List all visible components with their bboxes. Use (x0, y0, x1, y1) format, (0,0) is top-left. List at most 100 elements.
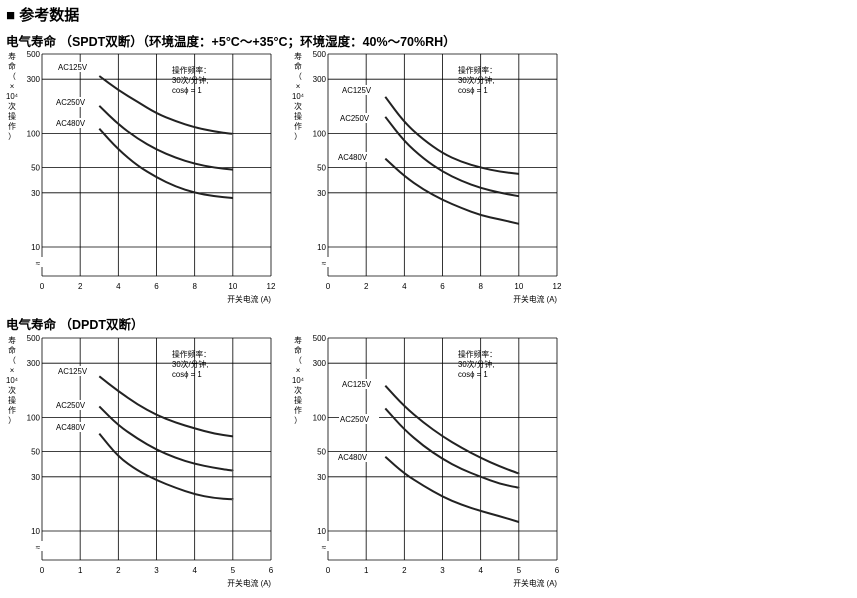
x-axis-label: 开关电流 (A) (227, 294, 271, 304)
annotation-line: cosϕ = 1 (172, 86, 202, 95)
annotation-line: 30次/分钟, (458, 75, 494, 85)
y-tick-label: 30 (31, 189, 40, 198)
x-axis-label: 开关电流 (A) (513, 294, 557, 304)
y-tick-label: 300 (313, 359, 327, 368)
x-tick-label: 12 (267, 282, 276, 291)
x-tick-label: 0 (40, 566, 45, 575)
axis-break-mark: ≈ (36, 259, 41, 268)
y-axis-label-char: 作 (294, 405, 302, 415)
x-tick-label: 4 (402, 282, 407, 291)
series-label-ac125v: AC125V (342, 380, 372, 389)
x-tick-label: 10 (514, 282, 523, 291)
series-curve-ac125v (98, 75, 233, 135)
series-label-ac250v: AC250V (340, 415, 370, 424)
y-tick-label: 50 (31, 164, 40, 173)
y-axis-label-char: 操 (8, 395, 16, 405)
series-label-ac250v: AC250V (340, 114, 370, 123)
series-curve-ac125v (384, 96, 519, 175)
series-label-bg (337, 152, 377, 162)
series-curve-ac125v (98, 375, 233, 438)
y-axis-label-char: 操 (294, 111, 302, 121)
series-label-ac125v: AC125V (58, 63, 88, 72)
series-curve-ac250v (98, 105, 233, 171)
y-tick-label: 100 (313, 413, 327, 422)
y-tick-label: 500 (27, 50, 41, 59)
y-tick-label: 10 (317, 527, 326, 536)
x-tick-label: 6 (269, 566, 274, 575)
y-tick-label: 50 (31, 448, 40, 457)
y-axis-label-char: （ (294, 356, 302, 365)
x-tick-label: 1 (364, 566, 369, 575)
series-label-bg (57, 366, 97, 376)
y-axis-label-char: （ (8, 72, 16, 81)
series-label-bg (339, 414, 379, 424)
y-axis-label-char: × (10, 82, 15, 91)
y-axis-label-char: 寿 (294, 51, 302, 61)
dpdt-subtitle: 电气寿命 （DPDT双断） (6, 318, 144, 332)
series-label-bg (55, 97, 95, 107)
series-label-ac480v: AC480V (56, 423, 86, 432)
y-tick-label: 10 (31, 527, 40, 536)
spdt-subtitle: 电气寿命 （SPDT双断）（环境温度：+5°C～+35°C；环境湿度：40%～7… (6, 35, 456, 49)
series-label-ac250v: AC250V (56, 98, 86, 107)
series-curve-ac480v (98, 432, 233, 501)
x-axis-label: 开关电流 (A) (513, 578, 557, 588)
y-axis-label-char: 10⁴ (6, 376, 18, 385)
x-axis-label: 开关电流 (A) (227, 578, 271, 588)
series-label-bg (337, 452, 377, 462)
x-tick-label: 8 (192, 282, 197, 291)
annotation-line: 30次/分钟, (172, 359, 208, 369)
x-tick-label: 3 (154, 566, 159, 575)
x-tick-label: 4 (192, 566, 197, 575)
series-label-ac250v: AC250V (56, 401, 86, 410)
y-axis-label-char: 命 (294, 345, 302, 355)
y-tick-label: 50 (317, 448, 326, 457)
annotation-line: 操作频率： (458, 349, 497, 359)
y-axis-label-char: 命 (294, 61, 302, 71)
y-tick-label: 10 (31, 243, 40, 252)
annotation-line: cosϕ = 1 (458, 370, 488, 379)
series-label-ac480v: AC480V (56, 119, 86, 128)
y-tick-label: 500 (313, 334, 327, 343)
y-tick-label: 100 (313, 129, 327, 138)
y-tick-label: 300 (27, 359, 41, 368)
x-tick-label: 2 (78, 282, 83, 291)
x-tick-label: 6 (154, 282, 159, 291)
y-axis-label-char: 次 (8, 101, 16, 111)
x-tick-label: 6 (555, 566, 560, 575)
series-label-bg (57, 62, 97, 72)
x-tick-label: 0 (40, 282, 45, 291)
y-axis-label-char: 10⁴ (292, 92, 304, 101)
x-tick-label: 2 (116, 566, 121, 575)
x-tick-label: 4 (478, 566, 483, 575)
y-axis-label-char: × (296, 366, 301, 375)
annotation-line: 30次/分钟, (172, 75, 208, 85)
series-label-bg (55, 400, 95, 410)
y-tick-label: 30 (31, 473, 40, 482)
axis-break-mark: ≈ (322, 543, 327, 552)
series-label-ac125v: AC125V (342, 86, 372, 95)
y-axis-label-char: 操 (294, 395, 302, 405)
x-tick-label: 3 (440, 566, 445, 575)
series-label-ac125v: AC125V (58, 367, 88, 376)
x-tick-label: 0 (326, 566, 331, 575)
x-tick-label: 0 (326, 282, 331, 291)
series-label-bg (341, 85, 381, 95)
y-axis-label-char: 次 (294, 385, 302, 395)
y-axis-label-char: ） (294, 416, 302, 425)
series-curve-ac480v (384, 456, 520, 523)
series-curve-ac125v (384, 385, 520, 475)
series-label-bg (339, 113, 379, 123)
annotation-line: 操作频率： (172, 349, 211, 359)
x-tick-label: 4 (116, 282, 121, 291)
y-axis-label-char: （ (8, 356, 16, 365)
y-tick-label: 50 (317, 164, 326, 173)
x-tick-label: 5 (517, 566, 522, 575)
x-tick-label: 2 (402, 566, 407, 575)
series-label-bg (341, 379, 381, 389)
series-curve-ac250v (98, 405, 233, 472)
y-axis-label-char: ） (8, 416, 16, 425)
